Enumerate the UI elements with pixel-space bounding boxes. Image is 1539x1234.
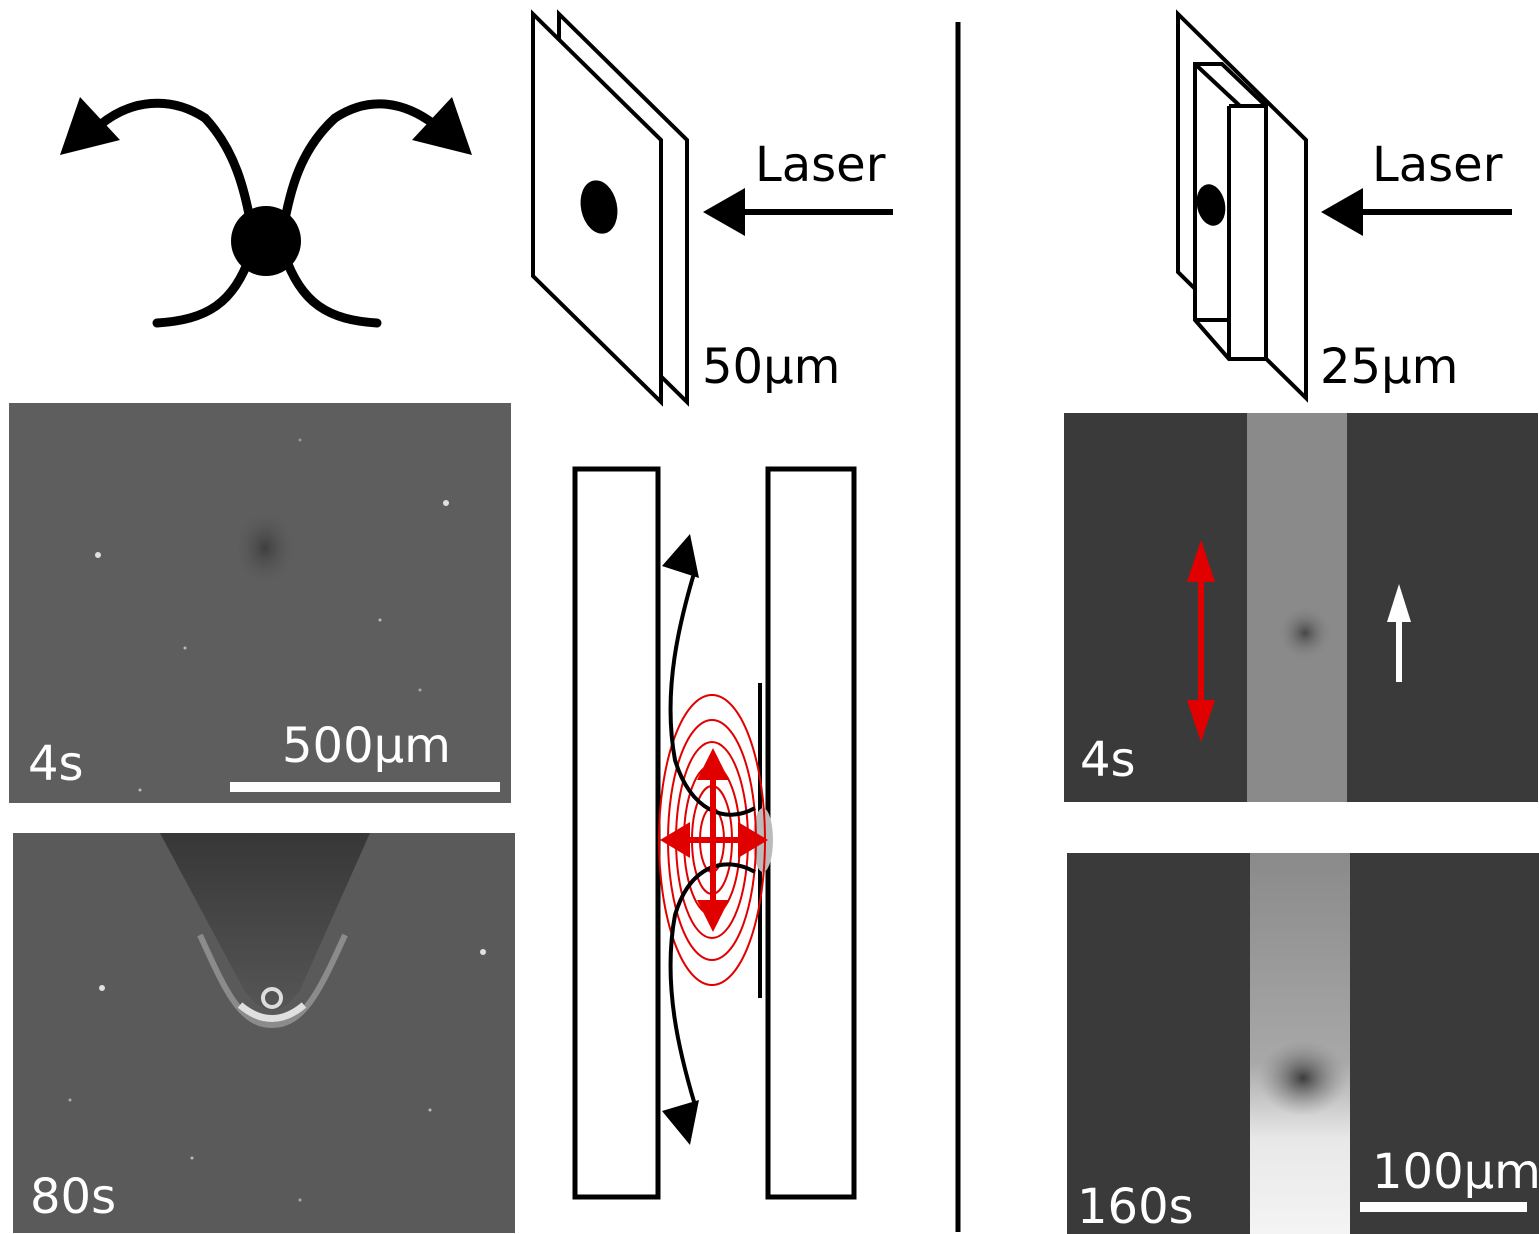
scale-bar-100um xyxy=(1360,1202,1527,1212)
red-double-arrow-icon xyxy=(1187,540,1215,742)
streamline-arrowhead-bottom xyxy=(662,1100,699,1145)
thickness-label-left: 50µm xyxy=(702,339,840,395)
channel-wall-right xyxy=(765,466,857,1200)
scale-bar-500um xyxy=(230,782,500,792)
laser-label-right: Laser xyxy=(1372,137,1503,193)
laser-label-left: Laser xyxy=(755,137,886,193)
micrograph-top-right: 4s xyxy=(1064,413,1538,802)
thickness-label-right: 25µm xyxy=(1320,339,1458,395)
scale-label-100um: 100µm xyxy=(1372,1144,1539,1200)
flow-streamlines xyxy=(668,569,756,1106)
cell-plates-25um xyxy=(1176,9,1308,403)
arrowhead-left xyxy=(60,97,120,155)
scale-label-500um: 500µm xyxy=(282,718,451,774)
channel-wall-left xyxy=(572,466,661,1200)
red-cross-arrows-icon xyxy=(660,748,768,932)
time-label-4s-right: 4s xyxy=(1080,732,1136,788)
micrograph-bottom-left: 80s xyxy=(13,833,515,1233)
laser-spot-dot xyxy=(231,206,301,276)
time-label-4s-left: 4s xyxy=(28,736,84,792)
time-label-160s: 160s xyxy=(1077,1179,1194,1234)
micrograph-bottom-right: 100µm 160s xyxy=(1067,853,1539,1234)
spot-on-plate xyxy=(580,180,618,234)
micrograph-top-left: 500µm 4s xyxy=(9,403,511,803)
spot-in-channel xyxy=(1196,184,1226,226)
laser-arrow-icon xyxy=(703,188,893,236)
white-up-arrow-icon xyxy=(1387,584,1411,682)
streamline-arrowhead-top xyxy=(662,534,699,578)
arrowhead-right xyxy=(412,97,472,155)
time-label-80s: 80s xyxy=(30,1169,116,1225)
laser-arrow-icon-right xyxy=(1321,188,1512,236)
